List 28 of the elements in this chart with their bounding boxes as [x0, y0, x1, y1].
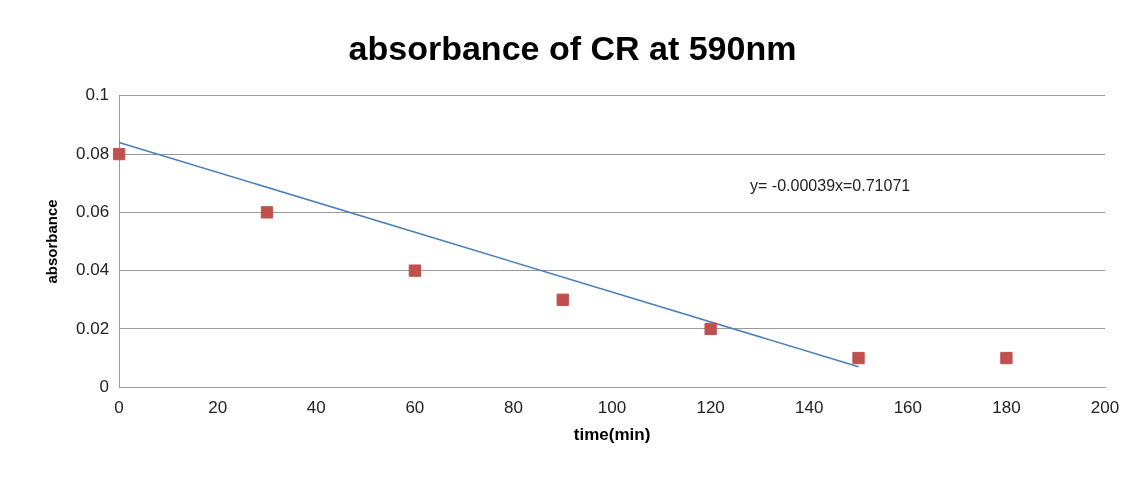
y-tick-label: 0.08 — [75, 143, 110, 163]
chart-title: absorbance of CR at 590nm — [348, 28, 797, 67]
x-tick-label: 20 — [208, 398, 228, 418]
point — [852, 351, 865, 365]
y-tick-label: 0 — [99, 376, 110, 396]
x-tick-label: 100 — [597, 398, 627, 418]
x-tick-label: 160 — [893, 398, 922, 418]
y-tick-label: 0.1 — [85, 85, 110, 105]
x-tick-label: 60 — [405, 398, 425, 418]
x-tick-label: 120 — [696, 398, 725, 418]
point — [1000, 351, 1013, 365]
x-tick-label: 40 — [306, 398, 326, 418]
x-tick-label: 140 — [795, 398, 824, 418]
x-tick-label: 80 — [503, 398, 523, 418]
annotation: y= -0.00039x=0.71071 — [750, 176, 911, 194]
point — [112, 147, 126, 161]
x-tick-label: 0 — [114, 398, 124, 418]
point — [260, 206, 274, 219]
y-tick-label: 0.06 — [75, 202, 110, 222]
y-tick-label: 0.04 — [75, 260, 110, 280]
x-tick-label: 180 — [992, 398, 1021, 418]
point — [408, 264, 422, 277]
point — [704, 322, 717, 336]
x-axis-title: time(min) — [573, 425, 651, 445]
x-tick-label: 200 — [1090, 398, 1120, 418]
y-tick-label: 0.02 — [75, 318, 110, 338]
point — [556, 293, 569, 306]
y-axis-title: absorbance — [43, 199, 61, 284]
